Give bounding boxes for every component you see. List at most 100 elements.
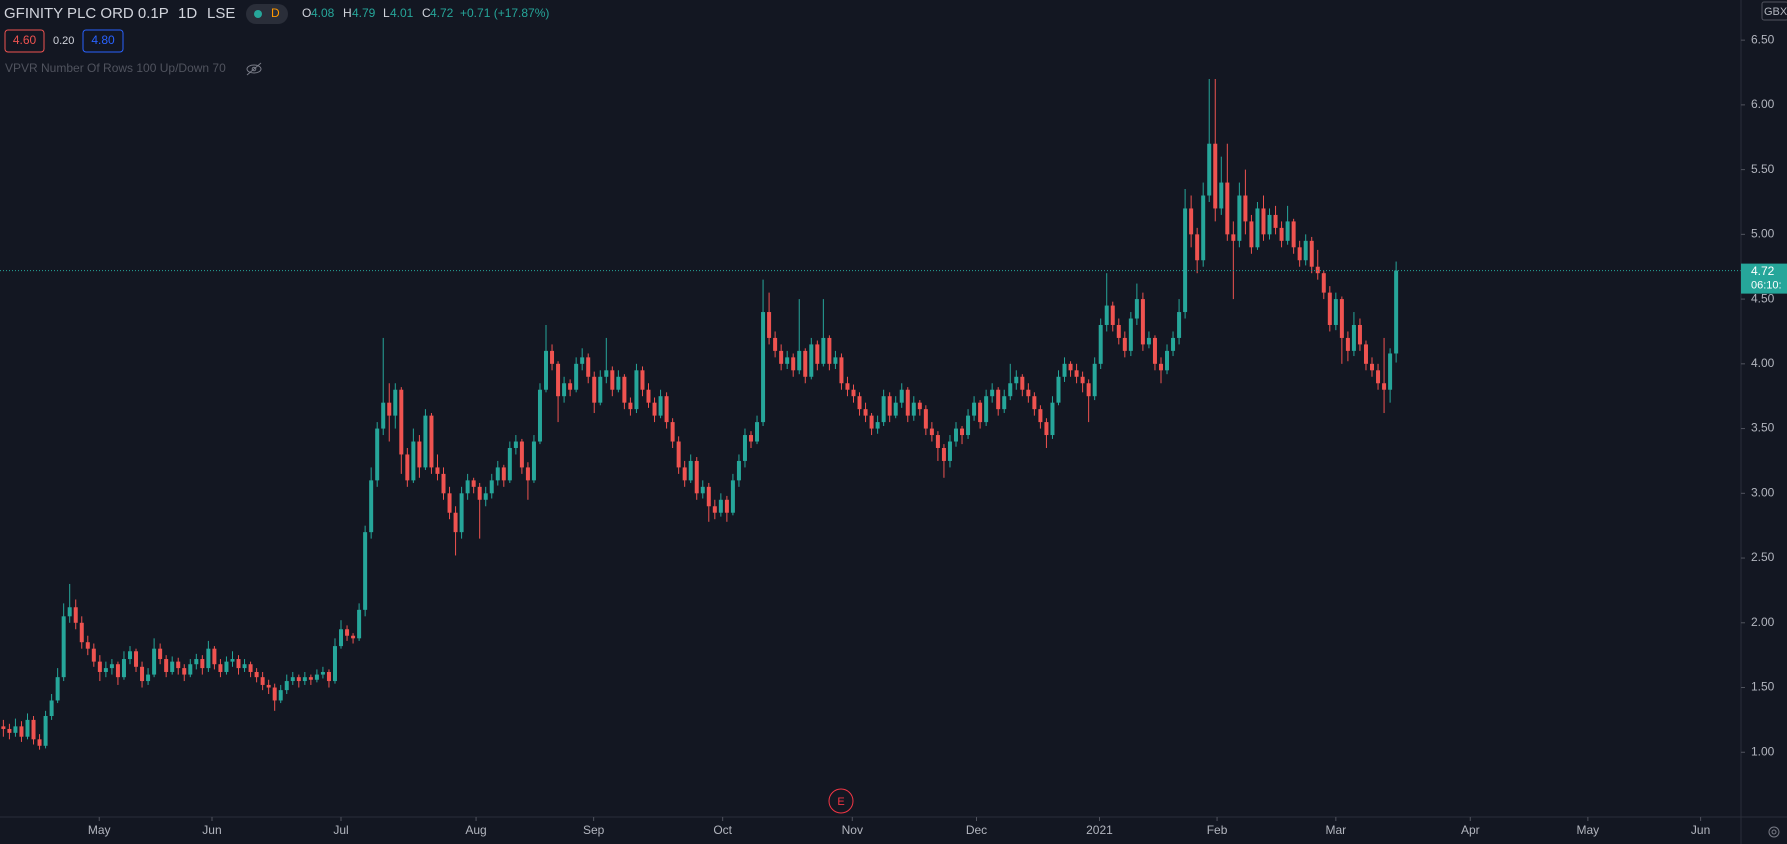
- candle-body: [1128, 318, 1133, 351]
- candle-body: [664, 396, 669, 423]
- candle-body: [1152, 337, 1157, 364]
- candle-body: [761, 312, 766, 423]
- candle-body: [990, 389, 995, 397]
- y-tick-label: 4.00: [1751, 356, 1775, 370]
- ohlc-key: L: [383, 6, 390, 20]
- hide-icon[interactable]: [246, 62, 262, 76]
- candle-body: [525, 467, 530, 481]
- candle-body: [1104, 305, 1109, 325]
- x-tick-label: Jun: [202, 823, 221, 837]
- candle-body: [1116, 324, 1121, 338]
- candle-body: [935, 435, 940, 448]
- candle-body: [941, 447, 946, 461]
- candle-body: [1394, 270, 1399, 354]
- candle-body: [1032, 396, 1037, 410]
- candle-body: [188, 664, 193, 675]
- bid-box[interactable]: [4, 29, 45, 53]
- status-pill[interactable]: [246, 4, 288, 24]
- candle-body: [1225, 182, 1230, 235]
- candle-body: [1303, 240, 1308, 261]
- candle-body: [875, 422, 880, 429]
- candle-body: [1207, 143, 1212, 196]
- candle-body: [694, 460, 699, 494]
- candle-body: [423, 415, 428, 468]
- candle-body: [200, 659, 205, 669]
- candle-body: [260, 677, 265, 685]
- candle-body: [1062, 363, 1067, 377]
- candle-body: [1315, 266, 1320, 274]
- y-tick-label: 6.00: [1751, 97, 1775, 111]
- ohlc-value: 4.72: [430, 6, 454, 20]
- candle-body: [170, 661, 175, 672]
- candle-body: [966, 415, 971, 436]
- candle-body: [544, 350, 549, 390]
- candle-body: [996, 389, 1001, 410]
- candle-body: [1261, 208, 1266, 235]
- y-tick-label: 2.50: [1751, 550, 1775, 564]
- candle-body: [1134, 299, 1139, 319]
- candle-body: [67, 607, 72, 617]
- candle-body: [881, 396, 886, 423]
- candle-body: [1098, 324, 1103, 364]
- badge: D: [271, 6, 280, 20]
- candle-body: [736, 460, 741, 481]
- candle-body: [1092, 363, 1097, 397]
- candle-body: [1297, 247, 1302, 261]
- candle-body: [13, 726, 18, 733]
- ask-box[interactable]: [82, 29, 124, 53]
- candle-body: [688, 460, 693, 481]
- candle-body: [1333, 299, 1338, 325]
- currency: GBX: [1764, 6, 1787, 18]
- candle-body: [857, 396, 862, 410]
- x-tick-label: Apr: [1461, 823, 1480, 837]
- candle-body: [278, 690, 283, 701]
- candle-body: [176, 661, 181, 669]
- candle-body: [700, 486, 705, 494]
- candle-body: [140, 666, 145, 682]
- currency-box[interactable]: [1761, 1, 1787, 21]
- candle-body: [206, 648, 211, 669]
- candle-body: [37, 739, 42, 746]
- x-tick-label: Dec: [966, 823, 987, 837]
- candle-body: [1195, 234, 1200, 261]
- ohlc-value: 4.08: [311, 6, 335, 20]
- settings-icon[interactable]: [1768, 826, 1780, 838]
- x-tick-label: Sep: [583, 823, 605, 837]
- candle-body: [1044, 422, 1049, 436]
- candle-body: [730, 480, 735, 513]
- candle-body: [339, 629, 344, 647]
- candle-body: [537, 389, 542, 442]
- x-tick-label: 2021: [1086, 823, 1113, 837]
- candle-body: [640, 370, 645, 390]
- candle-body: [489, 480, 494, 494]
- earnings-marker[interactable]: [828, 788, 854, 814]
- candle-body: [821, 337, 826, 364]
- y-tick-label: 5.00: [1751, 227, 1775, 241]
- x-tick-label: Mar: [1325, 823, 1346, 837]
- candle-body: [43, 716, 48, 746]
- candle-body: [1231, 234, 1236, 241]
- candle-body: [357, 609, 362, 639]
- candle-body: [947, 441, 952, 461]
- candle-body: [1382, 383, 1387, 390]
- candle-body: [127, 651, 132, 660]
- candle-body: [495, 467, 500, 481]
- candle-body: [387, 402, 392, 416]
- bid: 4.60: [13, 33, 37, 47]
- candle-body: [773, 337, 778, 351]
- candle-body: [815, 344, 820, 364]
- change: +0.71 (+17.87%): [460, 6, 549, 20]
- candle-body: [1110, 305, 1115, 325]
- candle-body: [718, 499, 723, 513]
- candle-body: [960, 428, 965, 436]
- candle-body: [332, 646, 337, 682]
- candle-body: [905, 389, 910, 416]
- candle-body: [519, 441, 524, 468]
- candle-body: [1255, 208, 1260, 248]
- candle-body: [115, 664, 120, 678]
- candle-body: [1376, 370, 1381, 384]
- candle-body: [345, 629, 350, 636]
- y-tick-label: 3.50: [1751, 421, 1775, 435]
- candle-body: [622, 376, 627, 403]
